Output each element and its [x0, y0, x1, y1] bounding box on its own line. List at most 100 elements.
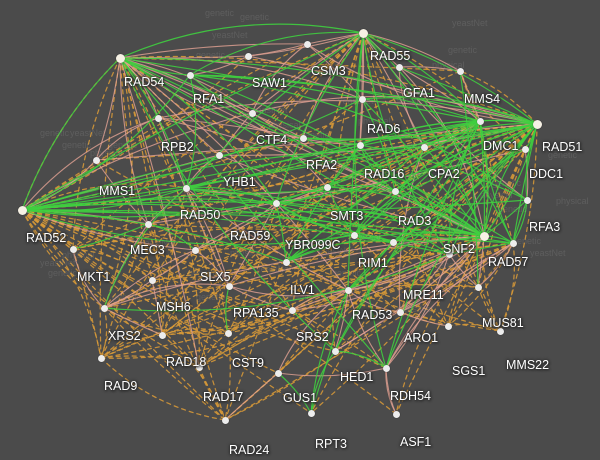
network-edge-physical	[194, 186, 328, 251]
gene-node-rad54[interactable]	[115, 53, 125, 63]
gene-node-srs2[interactable]	[288, 306, 296, 314]
gene-node-xrs2[interactable]	[100, 304, 108, 312]
network-edge-genetic	[161, 328, 229, 336]
network-edge-yeastnet	[359, 144, 396, 192]
network-edge-yeastnet	[103, 253, 450, 312]
gene-node-rad50[interactable]	[182, 184, 190, 192]
gene-node-rfa3[interactable]	[523, 196, 531, 204]
network-edge-yeastnet	[72, 223, 149, 250]
gene-node-rpt3[interactable]	[307, 409, 315, 417]
gene-node-mre11[interactable]	[445, 250, 453, 258]
network-edge-yeastnet	[21, 186, 328, 218]
network-edge-yeastnet	[21, 74, 191, 211]
network-edge-physical	[399, 311, 449, 327]
network-edge-genetic	[161, 242, 514, 336]
network-edge-yeastnet	[302, 137, 485, 237]
network-edge-yeastnet	[185, 74, 197, 189]
network-edge-yeastnet	[483, 123, 538, 237]
gene-node-saw1[interactable]	[244, 52, 252, 60]
network-edge-genetic	[103, 307, 226, 421]
network-edge-physical	[385, 253, 450, 369]
network-edge-yeastnet	[21, 146, 425, 211]
gene-node-gus1[interactable]	[274, 369, 282, 377]
network-edge-genetic	[100, 334, 163, 359]
gene-node-rad53[interactable]	[344, 286, 352, 294]
gene-node-yhb1[interactable]	[215, 151, 223, 159]
network-edge-yeastnet	[353, 120, 481, 236]
network-edge-yeastnet	[285, 240, 394, 263]
gene-node-rdh54[interactable]	[382, 364, 390, 372]
gene-node-mec3[interactable]	[144, 220, 152, 228]
gene-node-rfa1[interactable]	[186, 71, 194, 79]
network-edge-physical	[157, 117, 230, 287]
gene-node-rfa2[interactable]	[299, 134, 307, 142]
network-edge-yeastnet	[302, 137, 528, 201]
gene-node-gfa1[interactable]	[395, 63, 403, 71]
network-edge-physical	[347, 289, 401, 313]
gene-node-hed1[interactable]	[331, 347, 339, 355]
gene-node-msh6[interactable]	[148, 276, 156, 284]
gene-node-rad9[interactable]	[97, 354, 105, 362]
gene-node-rad24[interactable]	[221, 416, 229, 424]
gene-node-cpa2[interactable]	[420, 143, 428, 151]
network-edge-physical	[194, 202, 277, 251]
network-edge-yeastnet	[347, 241, 394, 291]
gene-node-mms22[interactable]	[496, 327, 504, 335]
network-edge-yeastnet	[119, 57, 450, 255]
network-edge-physical	[385, 367, 397, 415]
gene-node-asf1[interactable]	[392, 410, 400, 418]
network-edge-physical	[95, 159, 149, 225]
network-edge-yeastnet	[147, 223, 196, 251]
gene-node-mkt1[interactable]	[69, 245, 77, 253]
gene-node-cst9[interactable]	[224, 329, 232, 337]
network-edge-physical	[228, 285, 349, 297]
network-edge-yeastnet	[423, 146, 485, 237]
network-edge-yeastnet	[512, 199, 528, 244]
gene-node-rad55[interactable]	[358, 28, 368, 38]
gene-node-ilv1[interactable]	[282, 258, 290, 266]
network-edge-physical	[151, 249, 196, 281]
gene-node-snf2[interactable]	[479, 231, 489, 241]
network-edge-physical	[291, 253, 450, 311]
network-edge-physical	[119, 57, 349, 291]
network-edge-genetic	[224, 332, 231, 421]
gene-node-slx5[interactable]	[191, 246, 199, 254]
gene-node-mms1[interactable]	[92, 156, 100, 164]
gene-node-mms4[interactable]	[456, 67, 464, 75]
network-edge-physical	[306, 32, 364, 45]
gene-node-ybr099c[interactable]	[350, 231, 358, 239]
network-edge-yeastnet	[275, 123, 538, 204]
gene-node-csm3[interactable]	[303, 40, 311, 48]
gene-node-rad17[interactable]	[195, 363, 203, 371]
gene-node-rim1[interactable]	[389, 238, 397, 246]
network-edge-yeastnet	[448, 242, 514, 255]
network-edge-genetic	[21, 209, 401, 313]
gene-node-rad3[interactable]	[391, 187, 399, 195]
gene-node-rpb2[interactable]	[154, 114, 162, 122]
gene-node-smt3[interactable]	[323, 183, 331, 191]
gene-node-ctf4[interactable]	[248, 109, 256, 117]
network-edge-physical	[459, 70, 481, 122]
network-edge-yeastnet	[277, 372, 312, 414]
network-edge-genetic	[21, 209, 293, 311]
gene-node-sgs1[interactable]	[444, 322, 452, 330]
gene-node-rad51[interactable]	[532, 119, 542, 129]
gene-node-ddc1[interactable]	[521, 145, 529, 153]
network-edge-physical	[398, 66, 481, 122]
gene-node-rad6[interactable]	[358, 95, 366, 103]
gene-node-rad59[interactable]	[272, 199, 280, 207]
network-edge-genetic	[21, 209, 312, 414]
gene-node-rad52[interactable]	[17, 205, 27, 215]
gene-node-rad57[interactable]	[509, 239, 517, 247]
network-edge-yeastnet	[189, 74, 481, 122]
gene-node-rad18[interactable]	[158, 331, 166, 339]
gene-node-aro1[interactable]	[396, 308, 404, 316]
gene-node-rad16[interactable]	[356, 141, 364, 149]
network-edge-physical	[194, 249, 230, 287]
gene-node-dmc1[interactable]	[476, 117, 484, 125]
network-edge-physical	[334, 242, 514, 352]
network-edge-yeastnet	[285, 120, 481, 263]
gene-node-mus81[interactable]	[474, 283, 482, 291]
gene-node-rpa135[interactable]	[225, 282, 233, 290]
